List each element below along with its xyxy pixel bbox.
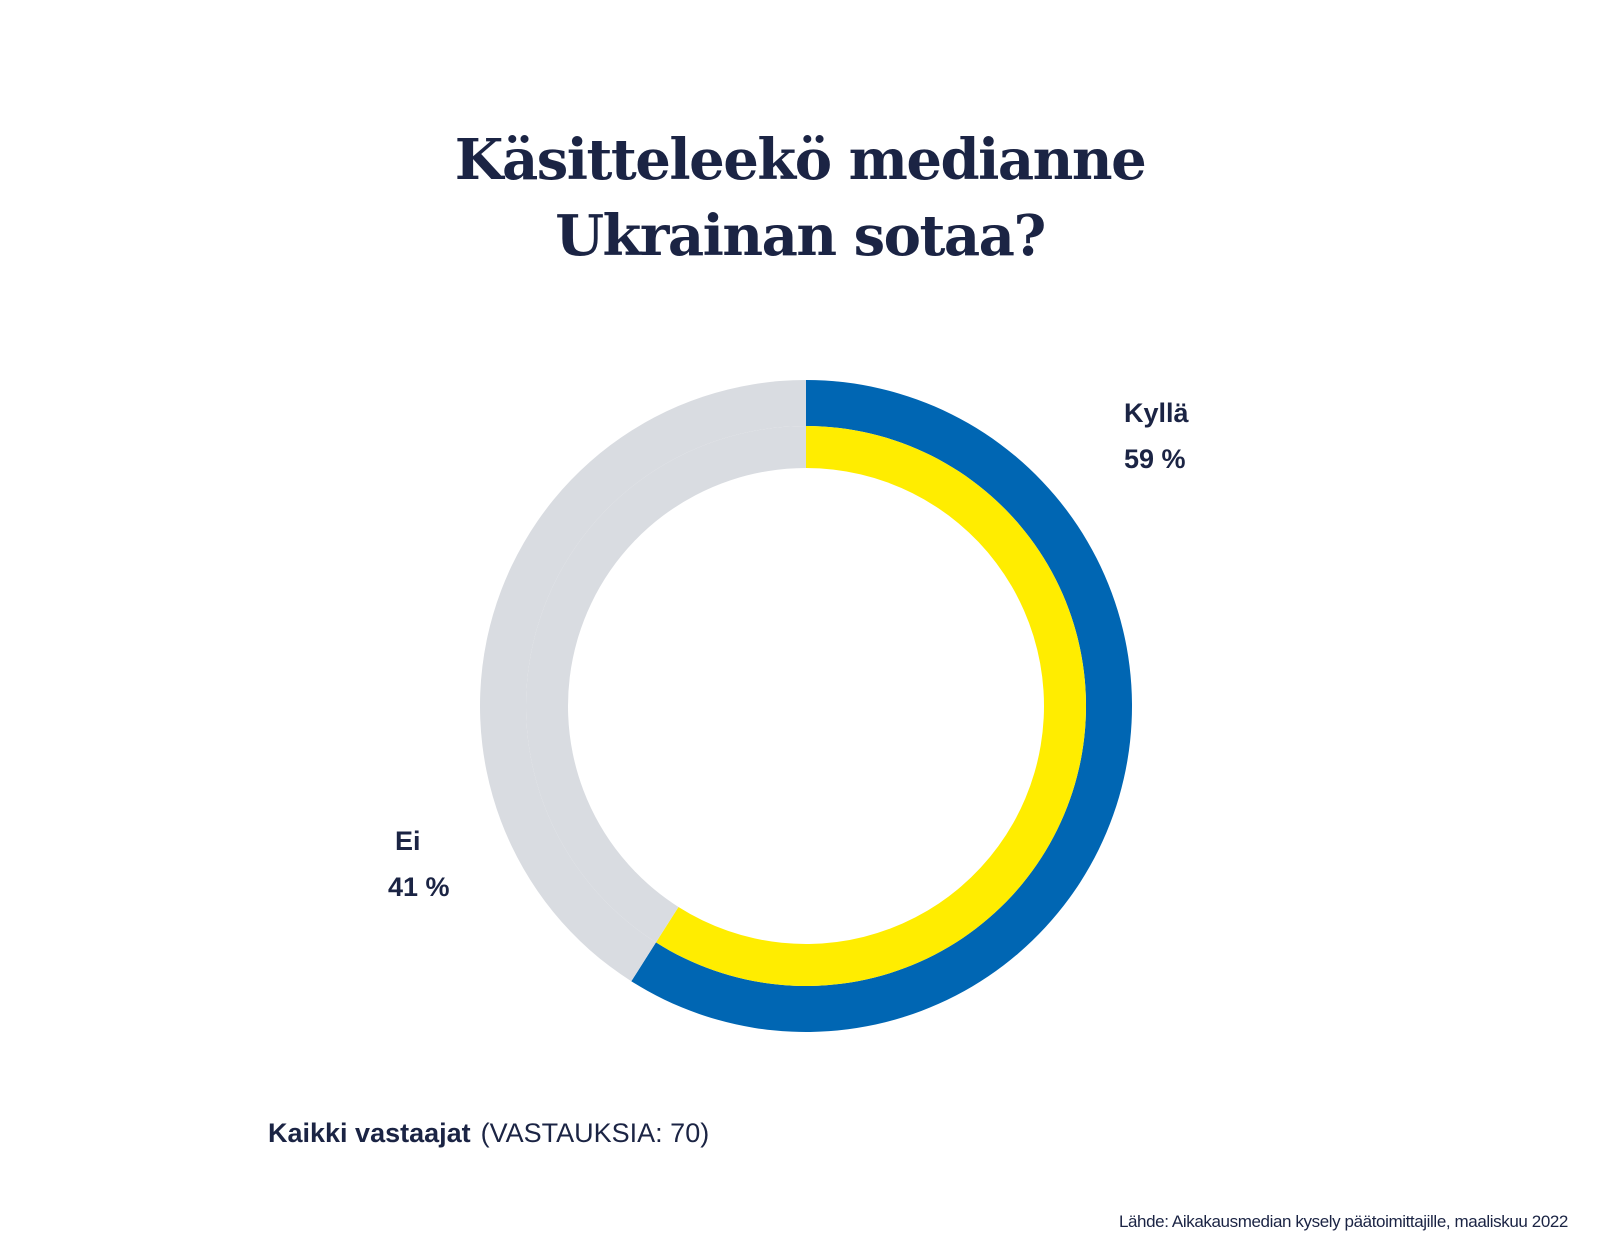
source-note: Lähde: Aikakausmedian kysely päätoimitta… <box>1118 1212 1568 1231</box>
respondents-note: Kaikki vastaajat (VASTAUKSIA: 70) <box>268 1118 709 1149</box>
slice-label-kylla-name: Kyllä <box>1124 398 1189 428</box>
chart-title: Käsitteleekö medianne Ukrainan sotaa? <box>0 122 1600 274</box>
slice-label-ei-value: 41 % <box>388 872 450 902</box>
slice-label-ei-name: Ei <box>395 826 421 856</box>
group-label: Kaikki vastaajat <box>268 1118 471 1148</box>
slice-label-ei: Ei 41 % <box>388 825 450 903</box>
slice-kylla-inner <box>655 426 1086 986</box>
responses-count: (VASTAUKSIA: 70) <box>480 1118 710 1148</box>
slice-label-kylla-value: 59 % <box>1124 444 1186 474</box>
chart-title-line-2: Ukrainan sotaa? <box>555 203 1046 269</box>
slice-kylla-outer <box>631 380 1132 1032</box>
slice-label-kylla: Kyllä 59 % <box>1124 397 1189 475</box>
slice-ei-inner <box>526 426 806 943</box>
chart-title-line-1: Käsitteleekö medianne <box>454 127 1147 193</box>
slice-ei-outer <box>479 380 806 982</box>
